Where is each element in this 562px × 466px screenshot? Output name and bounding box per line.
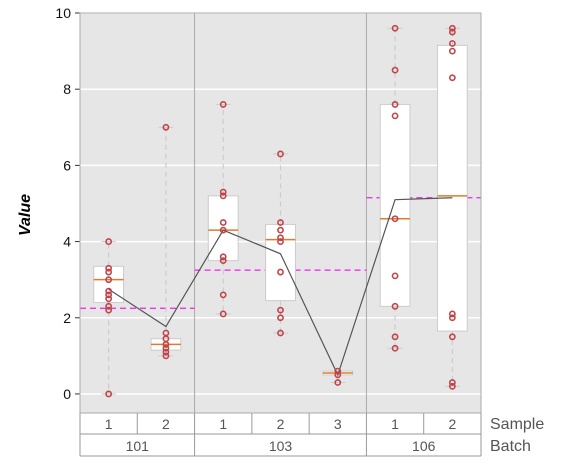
sample-label: 2 xyxy=(162,416,170,432)
data-point xyxy=(277,226,284,234)
data-point xyxy=(219,310,227,318)
data-point xyxy=(219,101,227,108)
data-point xyxy=(448,47,456,55)
data-point xyxy=(219,219,227,226)
data-points xyxy=(105,24,456,398)
data-point xyxy=(162,329,170,337)
sample-label: 2 xyxy=(277,416,285,432)
mean-connect-line xyxy=(108,197,453,377)
y-axis: 0 2 4 6 8 10 xyxy=(55,5,80,402)
data-point xyxy=(105,306,113,314)
data-point xyxy=(448,28,456,36)
data-point xyxy=(391,333,399,341)
data-point xyxy=(448,310,456,318)
y-tick-label: 6 xyxy=(63,157,71,173)
data-point xyxy=(334,371,342,379)
data-point xyxy=(448,379,456,386)
box xyxy=(379,103,411,307)
data-point xyxy=(334,367,342,375)
data-point xyxy=(105,276,113,284)
data-point xyxy=(105,287,113,295)
data-point xyxy=(105,264,113,272)
y-tick-label: 0 xyxy=(63,386,71,402)
data-point xyxy=(277,219,284,226)
sample-label: 3 xyxy=(334,416,342,432)
data-point xyxy=(391,112,399,120)
batch-label: 103 xyxy=(269,438,293,454)
y-tick-label: 2 xyxy=(63,310,71,326)
data-point xyxy=(219,226,227,234)
data-point xyxy=(219,257,227,265)
data-point xyxy=(277,329,284,337)
data-point xyxy=(277,314,284,322)
mean-polyline xyxy=(108,197,453,377)
sample-label: 1 xyxy=(391,416,399,432)
data-point xyxy=(105,291,113,299)
data-point xyxy=(105,238,113,245)
data-point xyxy=(391,24,399,32)
data-point xyxy=(448,382,456,390)
data-point xyxy=(277,234,284,242)
data-point xyxy=(219,291,227,299)
row-title-sample: Sample xyxy=(490,416,544,433)
data-point xyxy=(162,348,170,356)
data-point xyxy=(162,123,170,131)
data-point xyxy=(277,150,284,158)
data-point xyxy=(391,215,399,223)
data-point xyxy=(448,24,456,32)
row-title-batch: Batch xyxy=(490,438,531,455)
data-point xyxy=(391,101,399,108)
data-point xyxy=(219,192,227,200)
data-point xyxy=(391,302,399,310)
data-point xyxy=(105,295,113,303)
sample-label: 1 xyxy=(105,416,113,432)
data-point xyxy=(391,66,399,74)
data-point xyxy=(219,188,227,196)
data-point xyxy=(448,74,456,82)
data-point xyxy=(105,390,113,398)
data-point xyxy=(277,306,284,314)
data-point xyxy=(277,238,284,245)
data-point xyxy=(162,344,170,352)
y-tick-label: 4 xyxy=(63,234,71,250)
data-point xyxy=(334,379,342,386)
plot-border xyxy=(79,12,482,414)
data-point xyxy=(448,40,456,47)
sample-label: 2 xyxy=(448,416,456,432)
data-point xyxy=(219,253,227,261)
batch-label: 106 xyxy=(412,438,436,454)
box xyxy=(436,44,468,332)
y-axis-title: Value xyxy=(17,194,34,236)
data-point xyxy=(277,268,284,276)
data-point xyxy=(448,314,456,322)
y-tick-label: 8 xyxy=(63,81,71,97)
box xyxy=(265,223,296,302)
data-point xyxy=(391,272,399,280)
sample-label: 1 xyxy=(219,416,227,432)
data-point xyxy=(391,344,399,352)
category-table: 101 1 2 103 1 2 3 106 1 2 Sample Batch xyxy=(79,413,544,457)
group-separators xyxy=(194,13,367,413)
data-point xyxy=(105,302,113,310)
y-tick-label: 10 xyxy=(55,5,71,21)
data-point xyxy=(105,268,113,276)
batch-label: 101 xyxy=(126,438,150,454)
data-point xyxy=(448,333,456,341)
boxes xyxy=(93,27,468,395)
data-point xyxy=(162,352,170,360)
